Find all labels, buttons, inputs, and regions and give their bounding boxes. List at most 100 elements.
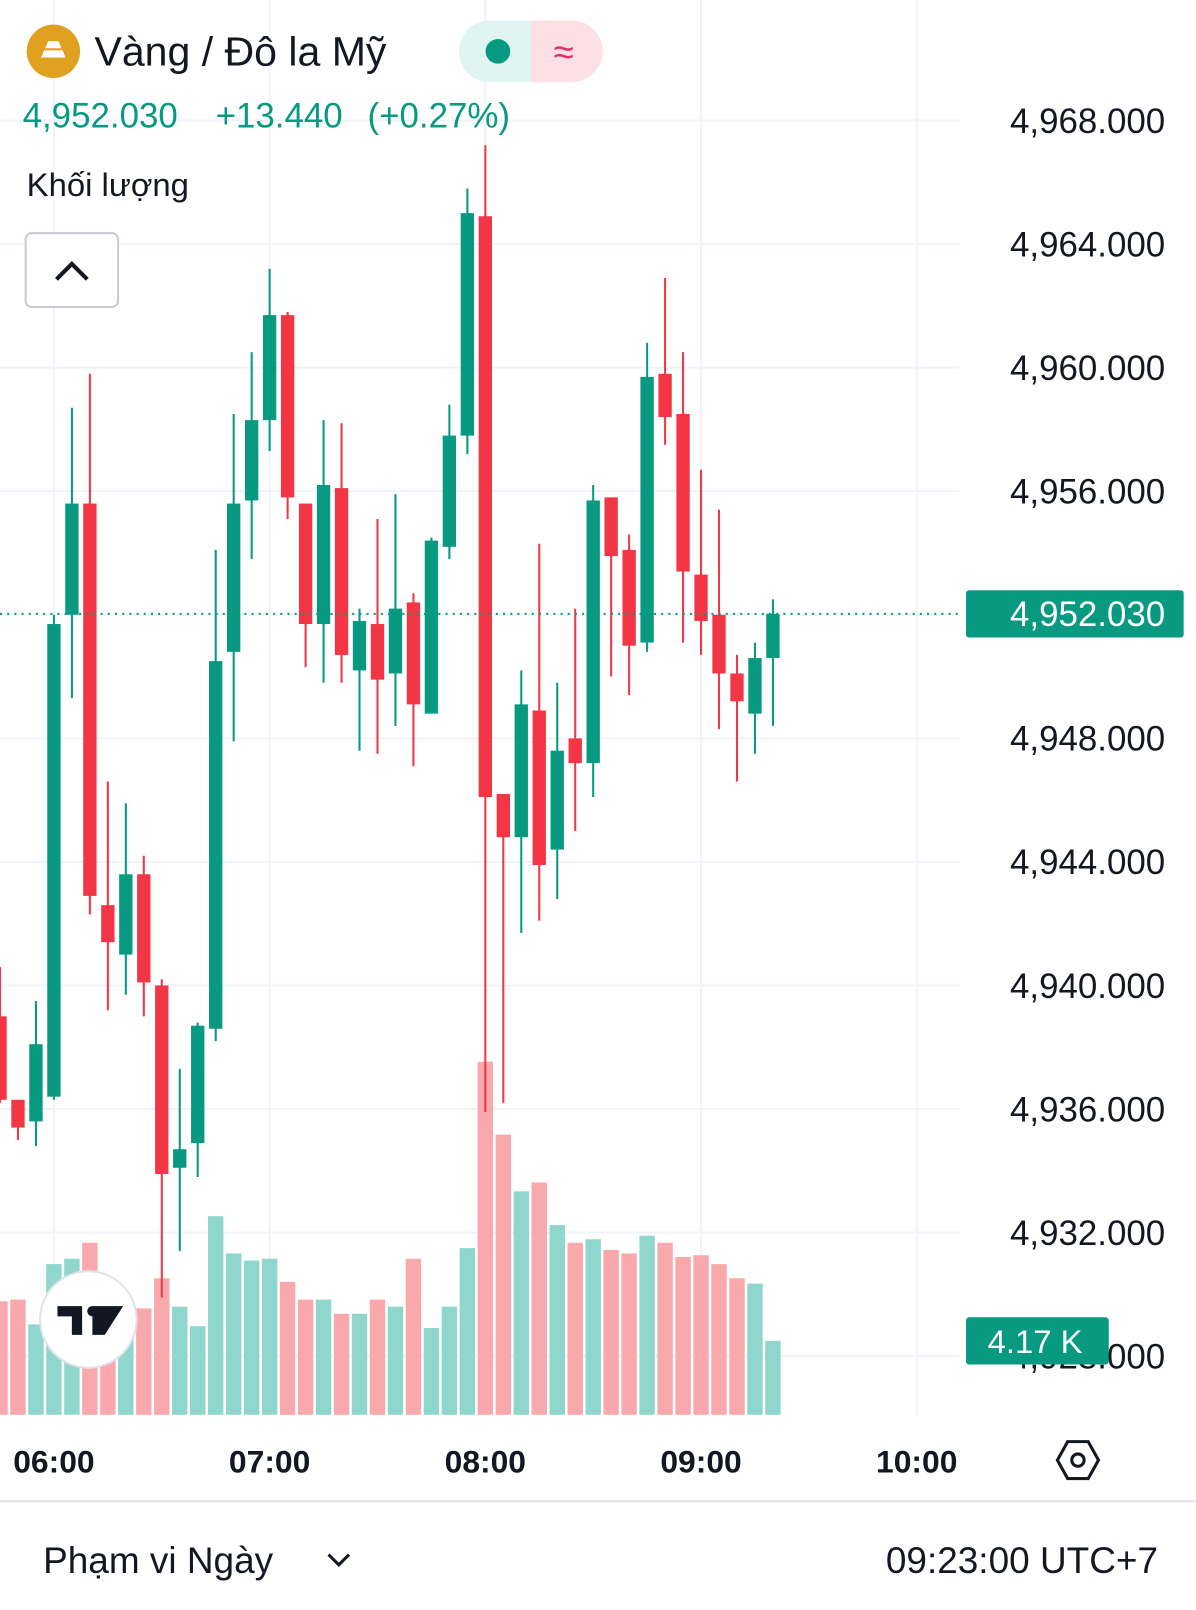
candle-body [155,985,169,1174]
candle-body [496,793,510,838]
candle-body [658,373,672,418]
tradingview-logo[interactable] [39,1270,138,1369]
volume-bar [315,1299,332,1415]
candle-body [137,874,151,983]
volume-bar [405,1258,422,1415]
candle-body [478,216,493,798]
candle-body [550,750,564,850]
x-tick-label: 09:00 [660,1443,741,1479]
candle-body [65,503,79,615]
dropdown-icon [327,1553,351,1567]
volume-bar [603,1249,619,1415]
volume-bar [531,1182,547,1415]
candle-body [586,500,600,764]
volume-bar [639,1235,655,1415]
volume-bar [0,1301,8,1415]
volume-bar [261,1258,278,1415]
volume-bar [477,1061,494,1415]
x-tick-label: 06:00 [13,1443,94,1479]
x-tick-label: 10:00 [876,1443,957,1479]
candle-body [191,1025,205,1144]
y-tick-label: 4,964.000 [1010,225,1165,264]
candle-body [119,874,133,955]
y-tick-label: 4,940.000 [1010,967,1165,1006]
volume-bar [190,1326,206,1415]
y-tick-label: 4,960.000 [1010,349,1165,388]
volume-bar [495,1134,512,1415]
candle-body [424,540,439,714]
volume-bar [369,1299,386,1415]
status-toggle[interactable]: ≈ [458,20,603,83]
candle-body [712,614,726,674]
candle-body [388,608,403,674]
y-tick-label: 4,948.000 [1010,720,1165,759]
volume-bar [28,1324,44,1415]
collapse-button[interactable] [24,232,120,309]
candle-body [29,1044,43,1122]
candle-body [622,549,636,646]
volume-bar [585,1239,601,1415]
volume-bar [765,1340,781,1415]
candle-body [442,435,457,547]
symbol-title: Vàng / Đô la Mỹ [94,29,386,75]
y-tick-label: 4,944.000 [1010,843,1165,882]
last-volume-label: 4.17 K [988,1323,1083,1360]
volume-bar [621,1253,637,1415]
candle-body [748,658,762,714]
last-volume-badge [966,1317,1109,1365]
candle-body [640,376,654,643]
volume-bar [243,1260,260,1415]
candle-body [514,704,528,838]
candle-body [568,738,582,764]
last-price: 4,952.030 [23,96,178,135]
y-tick-label: 4,936.000 [1010,1090,1165,1129]
candle-body [0,1016,7,1100]
volume-bar [351,1313,368,1415]
volume-bar [513,1191,529,1415]
volume-bar [459,1248,476,1415]
volume-bar [441,1306,458,1415]
candle-body [352,620,367,671]
candle-body [173,1149,187,1168]
volume-bar [567,1242,583,1415]
candle-body [532,710,546,866]
candle-body [227,503,241,652]
y-tick-label: 4,932.000 [1010,1214,1165,1253]
volume-bar [333,1313,350,1415]
x-tick-label: 08:00 [445,1443,526,1479]
volume-bar [729,1278,745,1415]
volume-bar [675,1256,691,1415]
volume-bar [136,1308,152,1415]
volume-bar [711,1264,727,1415]
candle-body [406,602,421,705]
volume-bar [10,1299,26,1415]
y-tick-label: 4,956.000 [1010,473,1165,512]
candle-body [244,420,259,501]
last-price-label: 4,952.030 [1010,595,1165,634]
candle-body [460,213,475,436]
candle-body [262,315,277,421]
volume-bar [172,1306,188,1415]
volume-legend: Khối lượng [27,166,189,203]
y-tick-label: 4,968.000 [1010,102,1165,141]
price-change-pct: (+0.27%) [368,96,511,135]
range-selector[interactable]: Phạm vi Ngày [43,1540,274,1581]
clock: 09:23:00 UTC+7 [886,1540,1158,1581]
candle-body [370,624,385,680]
volume-bar [693,1255,709,1415]
volume-bar [297,1299,314,1415]
volume-bar [549,1225,565,1415]
volume-bar [154,1278,170,1415]
candle-body [766,613,780,659]
last-price-badge [966,590,1184,638]
candle-body [47,624,61,1097]
candle-body [298,503,313,625]
candle-body [11,1099,25,1128]
price-change: +13.440 [216,96,343,135]
candle-body [676,413,690,572]
volume-bar [279,1281,296,1415]
volume-bar [657,1242,673,1415]
settings-icon[interactable] [1055,1440,1101,1481]
